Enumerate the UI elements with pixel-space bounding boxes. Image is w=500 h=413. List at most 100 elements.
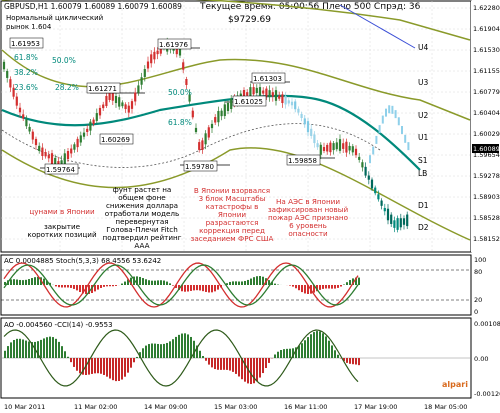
osc2-bar	[334, 350, 336, 358]
price-tick: 1.61530	[473, 46, 500, 54]
osc2-bar	[259, 358, 261, 378]
osc1-bar	[115, 285, 117, 286]
price-axis-area	[471, 1, 499, 252]
osc2-bar	[58, 341, 60, 358]
level-label: U2	[418, 111, 428, 120]
osc1-bar	[100, 285, 102, 288]
osc2-bar	[346, 358, 348, 363]
candle-body	[278, 95, 281, 99]
osc2-bar	[202, 356, 204, 358]
osc1-bar	[25, 279, 27, 285]
price-axis-labels: 1.62280 1.61904 1.61530 1.61155 1.60779 1.604…	[473, 4, 500, 243]
candle-body	[41, 147, 44, 157]
osc1-bar	[298, 285, 300, 291]
candle-body	[140, 77, 143, 85]
candle-body	[6, 70, 9, 78]
candle-body	[63, 153, 66, 165]
osc2-axis-label: -0.001206	[474, 390, 500, 398]
osc2-bar	[64, 351, 66, 358]
candle-body	[383, 207, 386, 212]
osc2-bar	[160, 344, 162, 358]
osc1-bar	[127, 279, 129, 285]
candle-body	[374, 187, 377, 194]
candle-body	[230, 98, 233, 110]
osc1-bar	[325, 285, 327, 289]
osc1-bar	[262, 276, 264, 285]
osc1-bar	[355, 277, 357, 285]
osc2-bar	[232, 358, 234, 372]
osc1-bar	[271, 282, 273, 285]
value-tag: 1.59858	[288, 157, 317, 165]
osc2-bar	[292, 348, 294, 358]
osc1-bar	[292, 285, 294, 287]
price-tick: 1.58528	[473, 214, 500, 222]
osc1-bar	[130, 277, 132, 285]
osc1-bar	[124, 281, 126, 285]
level-label: D2	[418, 223, 429, 232]
osc1-bar	[340, 285, 342, 287]
osc2-bar	[88, 358, 90, 375]
osc2-bar	[127, 358, 129, 373]
osc2-bar	[298, 345, 300, 358]
osc2-bar	[97, 358, 99, 374]
candle-body	[114, 95, 118, 104]
fib-label: 28.2%	[55, 83, 79, 92]
time-axis-labels: 10 Mar 2011 11 Mar 02:00 14 Mar 09:00 15 Ma…	[4, 403, 467, 411]
candle-body	[134, 92, 137, 102]
osc2-bar	[91, 358, 93, 374]
stoch-main-line	[3, 262, 359, 308]
osc2-bar	[316, 331, 318, 358]
candle-body	[396, 218, 399, 230]
candle-body	[178, 44, 182, 56]
osc1-bar	[259, 276, 261, 285]
osc1-bar	[253, 277, 255, 285]
broker-info: Текущее время: 05:00:56 Плечо 500 Спрэд:…	[199, 2, 421, 12]
osc2-bar	[253, 358, 255, 384]
osc1-bar	[319, 285, 321, 290]
projection-candle	[381, 115, 384, 124]
osc2-bar	[10, 342, 12, 358]
candle-body	[34, 138, 38, 146]
osc1-histogram	[4, 276, 360, 295]
osc2-bar	[352, 358, 354, 365]
osc2-bar	[43, 338, 45, 358]
osc2-bar	[103, 358, 105, 375]
osc2-bar	[163, 343, 165, 358]
candle-body	[73, 144, 76, 150]
osc1-bar	[178, 285, 180, 290]
osc1-bar	[64, 285, 66, 288]
chart-value-tags: 1.61953 1.61976 1.61271 1.61303 1.60269 …	[9, 37, 321, 175]
watermark-logo: alpari	[442, 380, 468, 389]
osc2-bar	[307, 337, 309, 358]
osc1-bar	[55, 285, 57, 287]
candle-body	[326, 144, 329, 152]
stoch-signal-line	[3, 264, 359, 306]
cci-line	[3, 329, 359, 387]
candle-body	[153, 51, 156, 60]
osc2-bar	[241, 358, 243, 380]
osc2-bar	[46, 337, 48, 358]
candle-body	[316, 143, 319, 148]
candle-body	[194, 127, 198, 133]
osc2-bar	[286, 348, 288, 358]
osc1-bar	[268, 280, 270, 285]
osc1-bar	[148, 280, 150, 285]
osc1-bar	[82, 285, 84, 294]
candle-body	[191, 110, 194, 118]
osc2-bar	[229, 358, 231, 371]
osc2-bar	[25, 340, 27, 358]
osc2-bar	[208, 358, 210, 365]
osc2-bar	[319, 331, 321, 358]
osc1-bar	[61, 285, 63, 288]
value-tag: 1.61271	[88, 85, 117, 93]
candle-body	[265, 88, 268, 98]
osc2-bar	[151, 343, 153, 358]
candle-body	[246, 92, 249, 96]
osc1-bar	[145, 279, 147, 285]
osc2-bar	[301, 343, 303, 358]
candle-body	[284, 96, 287, 105]
candle-body	[207, 127, 210, 138]
osc2-bar	[40, 339, 42, 358]
candle-body	[50, 153, 54, 165]
candle-body	[310, 128, 313, 136]
